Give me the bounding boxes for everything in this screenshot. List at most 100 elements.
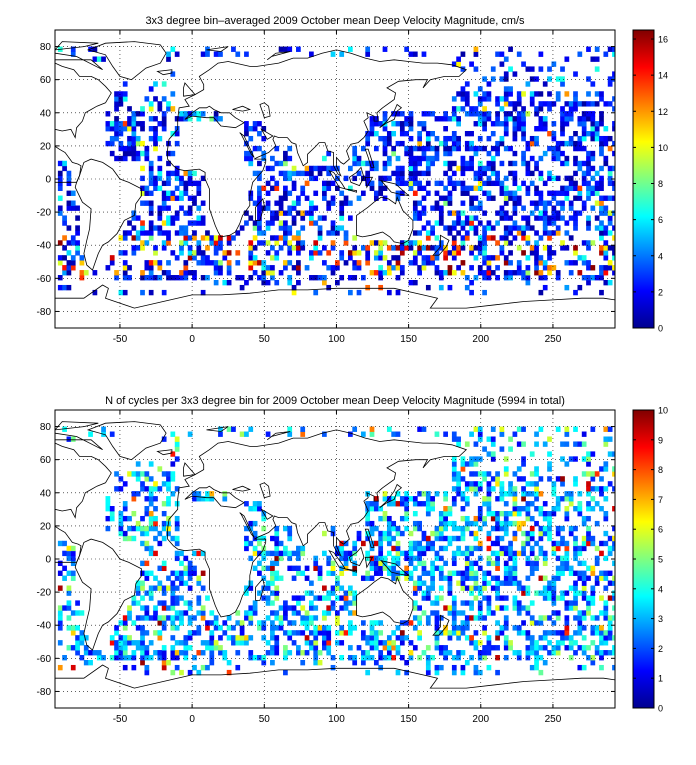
data-cell: [477, 456, 483, 462]
data-cell: [603, 210, 609, 216]
data-cell: [551, 150, 557, 157]
data-cell: [131, 496, 137, 502]
data-cell: [525, 575, 531, 581]
data-cell: [607, 101, 613, 107]
data-cell: [499, 106, 505, 112]
data-cell: [499, 205, 505, 211]
data-cell: [490, 575, 496, 581]
data-cell: [499, 431, 505, 437]
data-cell: [412, 545, 418, 552]
data-cell: [200, 605, 206, 611]
data-cell: [538, 426, 544, 432]
data-cell: [408, 150, 414, 157]
data-cell: [235, 640, 241, 646]
data-cell: [386, 270, 392, 276]
data-cell: [330, 265, 336, 271]
data-cell: [456, 650, 461, 656]
data-cell: [534, 126, 539, 132]
data-cell: [503, 255, 509, 261]
data-cell: [555, 275, 561, 281]
data-cell: [477, 135, 483, 142]
data-cell: [157, 185, 163, 191]
data-cell: [166, 240, 171, 246]
data-cell: [148, 165, 154, 172]
data-cell: [586, 155, 591, 162]
data-cell: [555, 525, 561, 532]
data-cell: [577, 116, 583, 122]
data-cell: [490, 155, 496, 162]
data-cell: [464, 635, 470, 641]
data-cell: [144, 610, 150, 616]
data-cell: [560, 441, 565, 447]
data-cell: [62, 565, 67, 571]
data-cell: [451, 255, 457, 261]
data-cell: [187, 560, 193, 567]
data-cell: [287, 635, 293, 641]
data-cell: [443, 650, 448, 656]
data-cell: [291, 170, 297, 177]
data-cell: [157, 205, 163, 211]
coastline: [232, 105, 252, 112]
data-cell: [161, 510, 167, 517]
data-cell: [417, 180, 422, 187]
data-cell: [542, 595, 548, 601]
data-cell: [612, 106, 615, 112]
data-cell: [144, 664, 150, 671]
data-cell: [551, 595, 557, 601]
data-cell: [421, 580, 427, 586]
data-cell: [317, 659, 323, 666]
data-cell: [144, 615, 150, 621]
data-cell: [486, 225, 492, 231]
data-cell: [486, 640, 492, 646]
data-cell: [335, 575, 340, 581]
data-cell: [560, 570, 565, 576]
data-cell: [577, 255, 583, 261]
data-cell: [417, 240, 422, 246]
data-cell: [451, 535, 457, 542]
data-cell: [92, 289, 98, 296]
data-cell: [386, 130, 392, 137]
data-cell: [521, 130, 526, 137]
data-cell: [473, 205, 479, 211]
data-cell: [564, 175, 570, 182]
data-cell: [296, 545, 301, 552]
data-cell: [460, 610, 466, 616]
data-cell: [395, 111, 401, 117]
data-cell: [274, 560, 280, 567]
data-cell: [356, 170, 362, 177]
data-cell: [382, 160, 388, 167]
data-cell: [451, 560, 457, 567]
data-cell: [521, 496, 526, 502]
data-cell: [521, 476, 526, 482]
data-cell: [122, 155, 128, 162]
data-cell: [538, 170, 544, 177]
data-cell: [343, 565, 349, 571]
data-cell: [607, 265, 613, 271]
data-cell: [291, 180, 297, 187]
data-cell: [131, 655, 137, 661]
data-cell: [187, 600, 193, 606]
data-cell: [313, 190, 319, 196]
data-cell: [590, 540, 596, 547]
data-cell: [283, 230, 288, 236]
data-cell: [586, 165, 591, 172]
data-cell: [451, 615, 457, 621]
data-cell: [399, 640, 405, 646]
data-cell: [131, 620, 137, 626]
data-cell: [417, 200, 422, 206]
data-cell: [451, 235, 457, 241]
coastline: [328, 169, 346, 190]
data-cell: [278, 195, 284, 201]
data-cell: [300, 620, 306, 626]
data-cell: [170, 580, 176, 586]
data-cell: [274, 185, 280, 191]
data-cell: [408, 650, 414, 656]
data-cell: [551, 580, 557, 586]
data-cell: [395, 275, 401, 281]
data-cell: [590, 506, 596, 512]
data-cell: [66, 600, 72, 606]
data-cell: [248, 585, 254, 591]
data-cell: [421, 650, 427, 656]
data-cell: [477, 205, 483, 211]
